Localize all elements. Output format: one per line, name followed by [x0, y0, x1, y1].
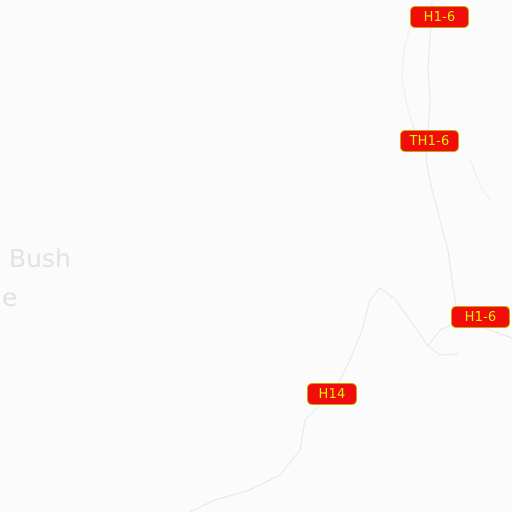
- route-shield-h1-6-east[interactable]: H1-6: [451, 306, 510, 328]
- road-branch-northwest: [401, 17, 419, 141]
- road-main-north: [425, 0, 463, 321]
- place-label-line-1: s Bush: [0, 244, 71, 273]
- route-shield-th1-6[interactable]: TH1-6: [400, 130, 459, 152]
- route-shield-h1-6-north[interactable]: H1-6: [410, 6, 469, 28]
- place-label-line-2: ge: [0, 283, 18, 312]
- route-shield-h14[interactable]: H14: [307, 383, 357, 405]
- road-minor-east: [469, 159, 491, 201]
